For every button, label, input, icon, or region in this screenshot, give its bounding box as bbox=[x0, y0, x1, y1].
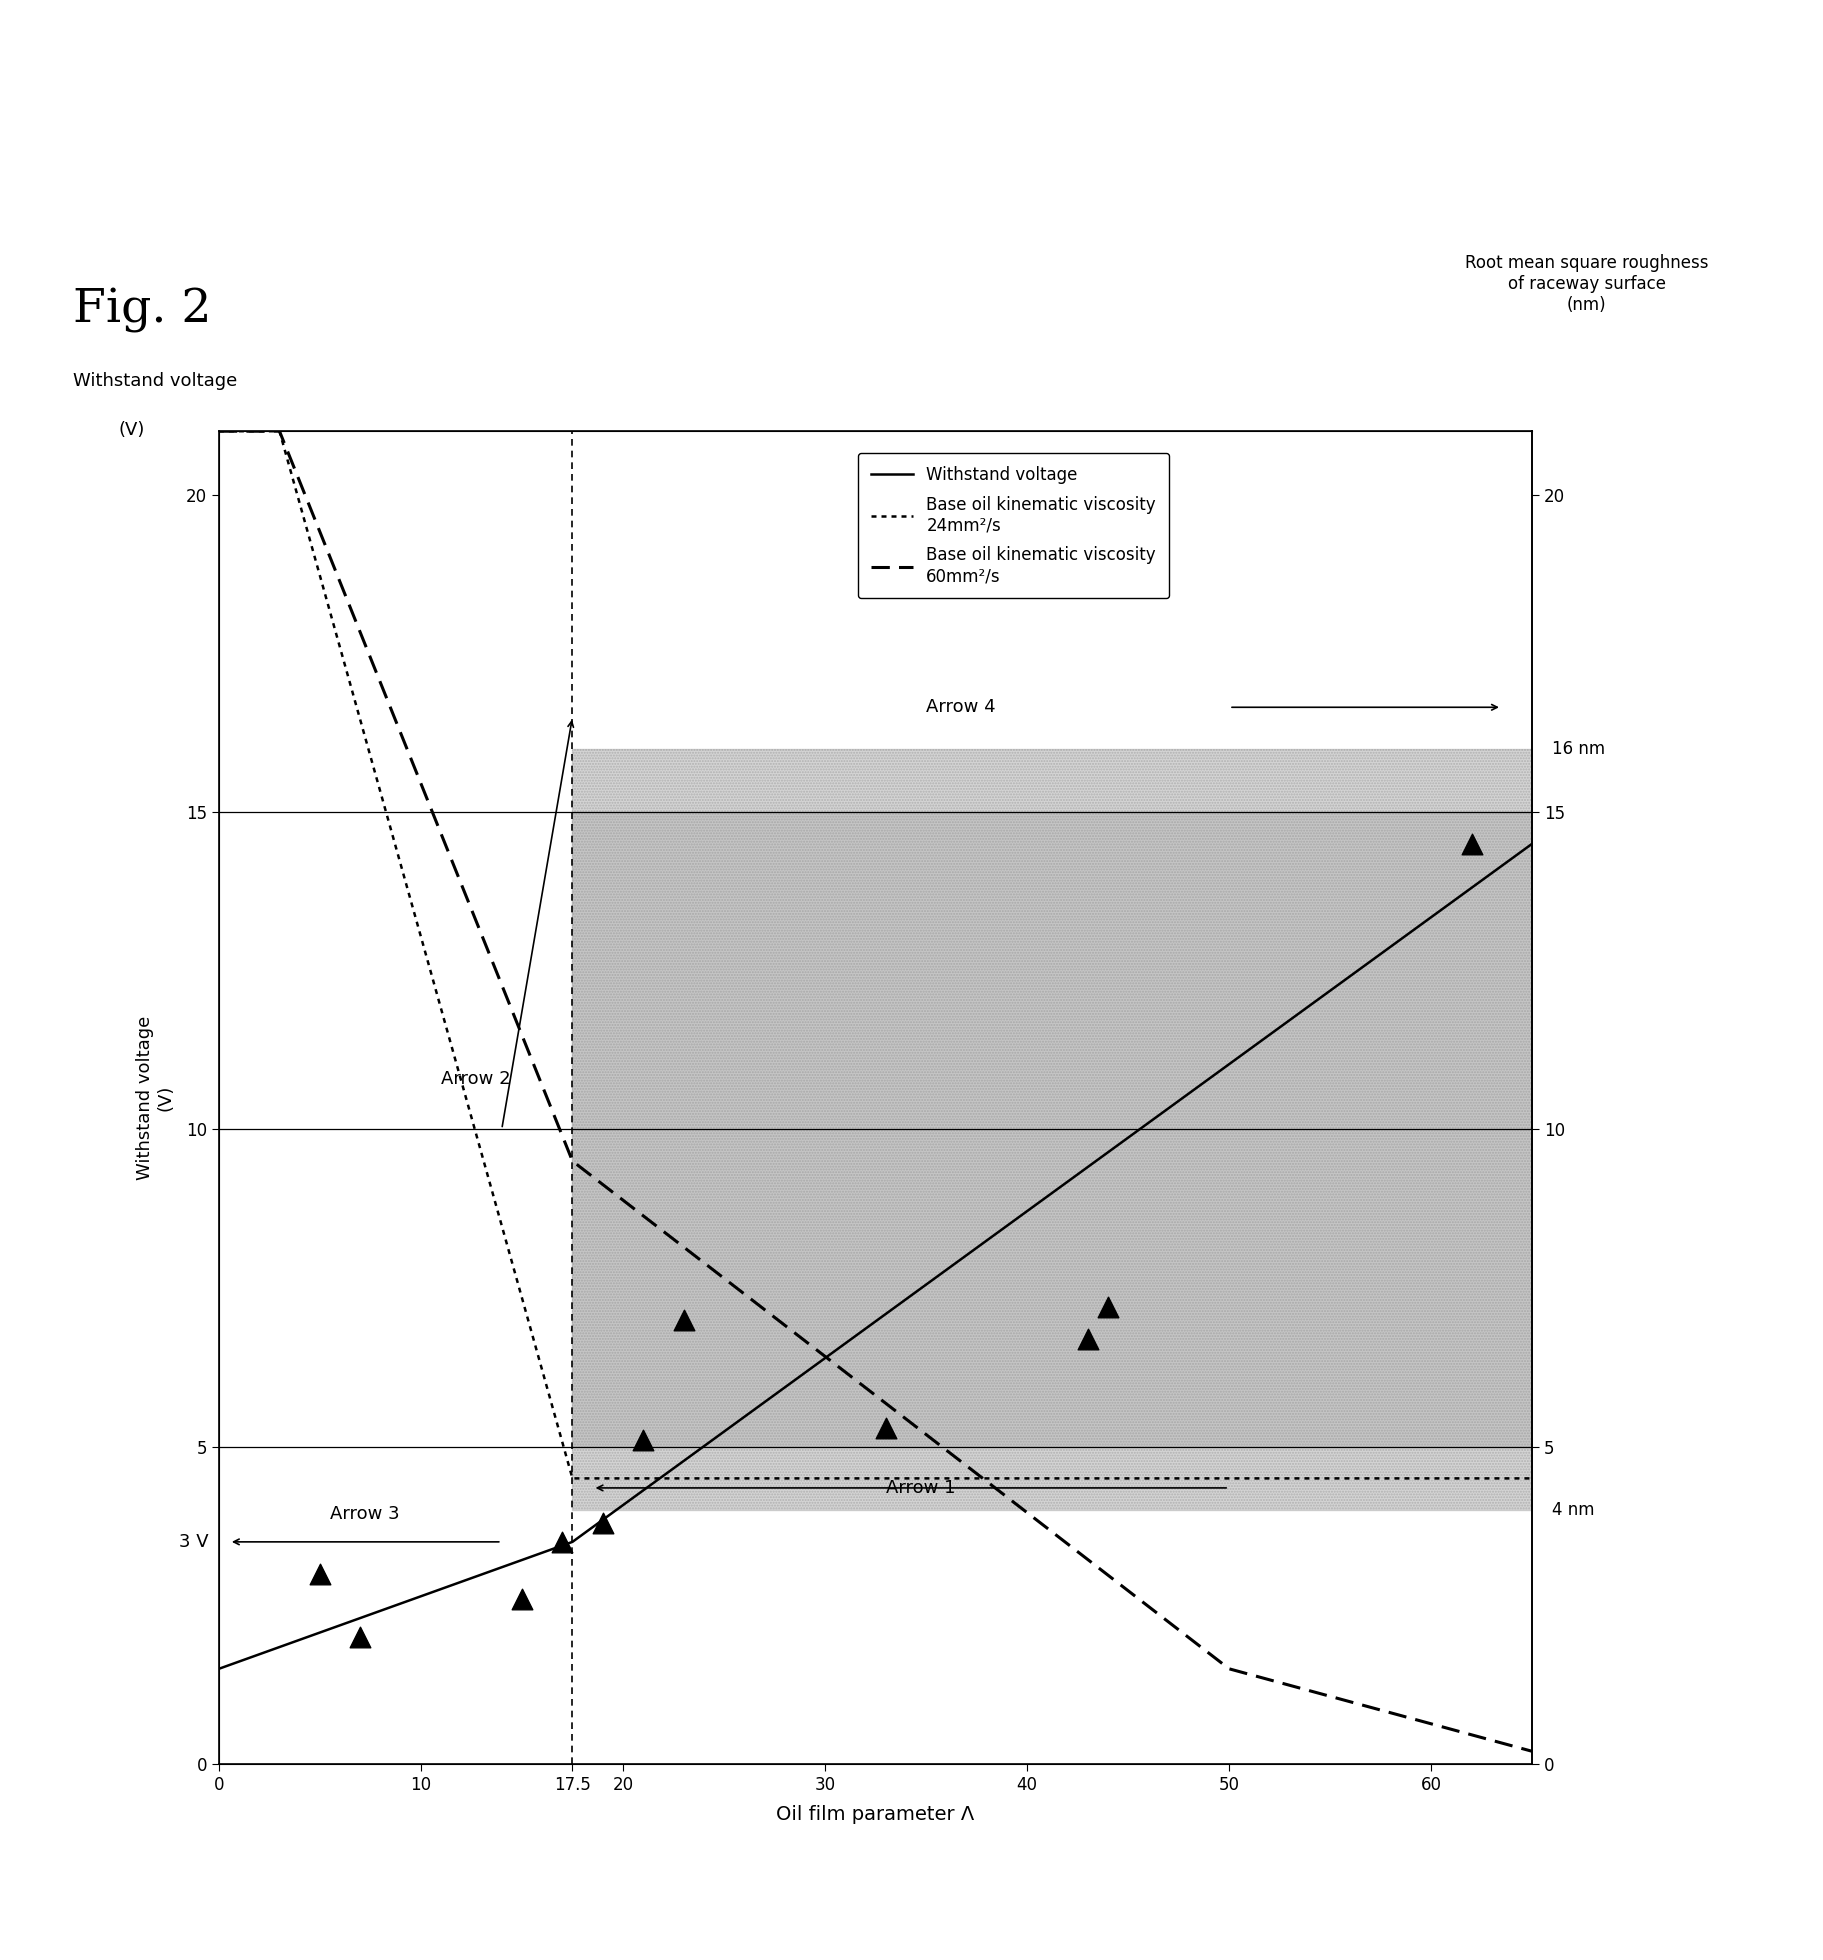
Text: Arrow 1: Arrow 1 bbox=[886, 1480, 955, 1497]
Base oil kinematic viscosity
60mm²/s bbox=[1218, 1656, 1240, 1680]
Point bbox=[547, 1527, 576, 1558]
Point bbox=[304, 1558, 334, 1590]
Text: Arrow 4: Arrow 4 bbox=[926, 698, 995, 715]
X-axis label: Oil film parameter Λ: Oil film parameter Λ bbox=[777, 1805, 973, 1825]
Text: 3 V: 3 V bbox=[179, 1533, 208, 1550]
Base oil kinematic viscosity
60mm²/s bbox=[268, 419, 290, 443]
Text: Fig. 2: Fig. 2 bbox=[73, 288, 211, 333]
Point bbox=[507, 1584, 536, 1615]
Legend: Withstand voltage, Base oil kinematic viscosity
24mm²/s, Base oil kinematic visc: Withstand voltage, Base oil kinematic vi… bbox=[857, 453, 1169, 598]
Text: (V): (V) bbox=[118, 421, 144, 439]
Point bbox=[346, 1621, 376, 1652]
Base oil kinematic viscosity
60mm²/s bbox=[561, 1149, 583, 1172]
Point bbox=[1457, 827, 1486, 858]
Text: 16 nm: 16 nm bbox=[1551, 739, 1604, 757]
Line: Base oil kinematic viscosity
24mm²/s: Base oil kinematic viscosity 24mm²/s bbox=[219, 431, 1531, 1478]
Line: Base oil kinematic viscosity
60mm²/s: Base oil kinematic viscosity 60mm²/s bbox=[219, 431, 1531, 1752]
Base oil kinematic viscosity
24mm²/s bbox=[208, 419, 230, 443]
Text: Withstand voltage: Withstand voltage bbox=[73, 372, 237, 390]
Point bbox=[669, 1303, 698, 1335]
Line: Withstand voltage: Withstand voltage bbox=[219, 843, 1531, 1668]
Base oil kinematic viscosity
24mm²/s bbox=[1520, 1466, 1542, 1490]
Base oil kinematic viscosity
60mm²/s bbox=[208, 419, 230, 443]
Text: Root mean square roughness
of raceway surface
(nm): Root mean square roughness of raceway su… bbox=[1464, 255, 1708, 314]
Point bbox=[587, 1507, 616, 1539]
Withstand voltage bbox=[561, 1531, 583, 1554]
Point bbox=[1092, 1292, 1121, 1323]
Text: 4 nm: 4 nm bbox=[1551, 1501, 1593, 1519]
Text: Arrow 3: Arrow 3 bbox=[330, 1505, 399, 1523]
Point bbox=[1072, 1323, 1101, 1354]
Base oil kinematic viscosity
24mm²/s bbox=[561, 1466, 583, 1490]
Base oil kinematic viscosity
60mm²/s bbox=[1520, 1740, 1542, 1764]
Point bbox=[871, 1411, 901, 1443]
Text: Arrow 2: Arrow 2 bbox=[441, 1070, 510, 1088]
Y-axis label: Withstand voltage
(V): Withstand voltage (V) bbox=[137, 1015, 175, 1180]
Point bbox=[629, 1425, 658, 1456]
Withstand voltage bbox=[208, 1656, 230, 1680]
Withstand voltage bbox=[1520, 831, 1542, 855]
Base oil kinematic viscosity
24mm²/s bbox=[268, 419, 290, 443]
